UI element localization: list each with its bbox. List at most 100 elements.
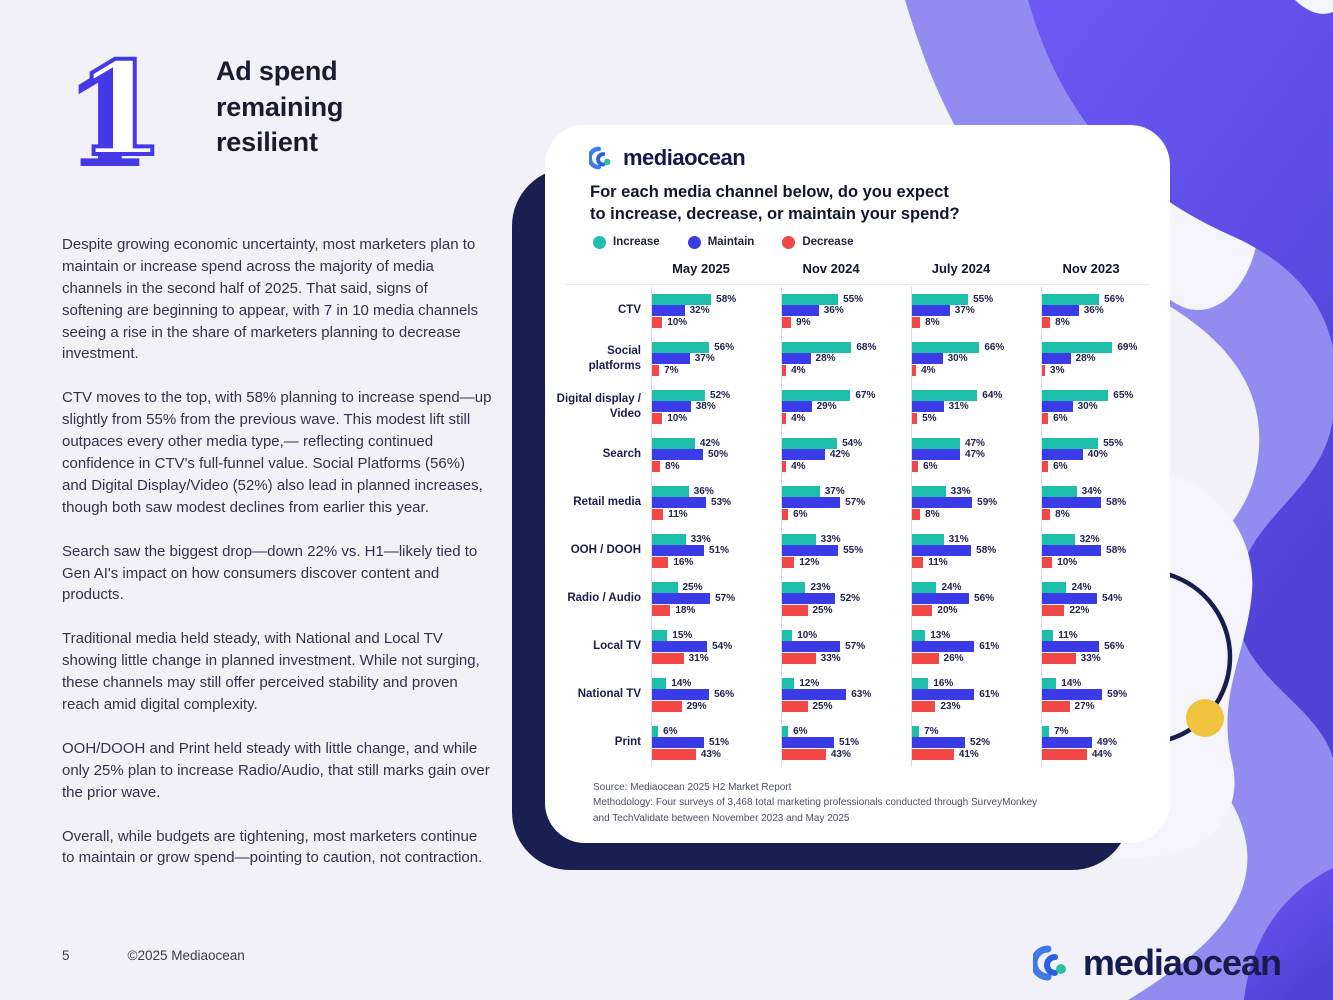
bar-value: 37% (694, 353, 715, 365)
bar-line: 58% (1042, 497, 1171, 509)
bar-value: 51% (709, 545, 730, 557)
bar-value: 25% (812, 604, 833, 616)
bar-maintain (912, 497, 973, 509)
wave-cell: 55% 40% 6% (1041, 430, 1171, 479)
bar-line: 26% (912, 652, 1041, 664)
copyright: ©2025 Mediaocean (127, 948, 245, 963)
bar-line: 31% (912, 401, 1041, 413)
bar-decrease (652, 460, 661, 472)
bar-value: 10% (1057, 556, 1078, 568)
bar-increase (652, 677, 667, 689)
bar-value: 54% (842, 437, 863, 449)
wave-cell: 56% 37% 7% (651, 334, 781, 383)
wave-cell: 25% 57% 18% (651, 574, 781, 623)
section-number-shadow: 1 (63, 47, 153, 197)
bar-line: 22% (1042, 604, 1171, 616)
bar-value: 68% (856, 341, 877, 353)
wave-cell: 24% 56% 20% (911, 574, 1041, 623)
bar-increase (1042, 533, 1075, 545)
bar-line: 20% (912, 604, 1041, 616)
source-line: Methodology: Four surveys of 3,468 total… (593, 797, 1038, 809)
legend-dot-icon (687, 235, 701, 249)
bar-value: 7% (1054, 725, 1069, 737)
bar-value: 58% (1106, 545, 1127, 557)
wave-cell: 10% 57% 33% (781, 622, 911, 671)
bar-decrease (912, 700, 936, 712)
bar-line: 6% (1042, 412, 1171, 424)
bar-line: 51% (652, 545, 781, 557)
bar-increase (782, 389, 851, 401)
bar-value: 36% (823, 305, 844, 317)
bar-increase (652, 581, 678, 593)
bar-line: 32% (652, 305, 781, 317)
bar-value: 61% (979, 689, 1000, 701)
bar-decrease (912, 316, 921, 328)
bar-line: 4% (782, 364, 911, 376)
bar-line: 8% (652, 460, 781, 472)
bar-value: 58% (1106, 497, 1127, 509)
bar-line: 12% (782, 677, 911, 689)
bar-increase (912, 725, 920, 737)
bar-decrease (1042, 508, 1051, 520)
wave-cell: 34% 58% 8% (1041, 478, 1171, 527)
bar-line: 51% (782, 737, 911, 749)
bar-value: 31% (688, 652, 709, 664)
bar-line: 33% (912, 485, 1041, 497)
bar-value: 55% (843, 293, 864, 305)
bar-value: 52% (970, 737, 991, 749)
wave-cell: 52% 38% 10% (651, 382, 781, 431)
bar-line: 34% (1042, 485, 1171, 497)
bar-value: 15% (672, 629, 693, 641)
bar-value: 18% (675, 604, 696, 616)
bar-decrease (652, 556, 669, 568)
bar-value: 9% (796, 316, 811, 328)
bar-maintain (782, 305, 819, 317)
wave-cell: 65% 30% 6% (1041, 382, 1171, 431)
bar-line: 6% (912, 460, 1041, 472)
bar-line: 33% (782, 533, 911, 545)
bar-line: 24% (1042, 581, 1171, 593)
bar-line: 13% (912, 629, 1041, 641)
bar-value: 28% (815, 353, 836, 365)
bar-value: 33% (820, 533, 841, 545)
bar-increase (782, 485, 820, 497)
chart-row: OOH / DOOH 33% 51% 16% 33% 55% 12% 31% 58% 11% 32%… (555, 526, 1171, 575)
wave-cell: 7% 49% 44% (1041, 718, 1171, 767)
bar-decrease (912, 460, 919, 472)
wave-cell: 42% 50% 8% (651, 430, 781, 479)
bar-line: 15% (652, 629, 781, 641)
bar-line: 37% (912, 305, 1041, 317)
bar-maintain (912, 353, 943, 365)
legend-item: Increase (593, 235, 660, 249)
channel-label: Retail media (573, 496, 641, 509)
bar-line: 55% (782, 545, 911, 557)
bar-line: 4% (912, 364, 1041, 376)
bar-line: 47% (912, 449, 1041, 461)
channel-label: Print (614, 736, 641, 749)
bar-value: 4% (791, 364, 806, 376)
bar-maintain (912, 401, 944, 413)
bar-value: 56% (1104, 641, 1125, 653)
bar-line: 56% (1042, 293, 1171, 305)
chart-question-line1: For each media channel below, do you exp… (590, 183, 949, 201)
channel-label: Digital display / Video (556, 393, 641, 420)
wave-cell: 32% 58% 10% (1041, 526, 1171, 575)
bar-decrease (782, 316, 792, 328)
bar-line: 12% (782, 556, 911, 568)
wave-cell: 47% 47% 6% (911, 430, 1041, 479)
bar-increase (782, 629, 793, 641)
bar-value: 54% (1102, 593, 1123, 605)
bar-line: 69% (1042, 341, 1171, 353)
bar-value: 24% (1071, 581, 1092, 593)
bar-decrease (912, 748, 954, 760)
bar-line: 65% (1042, 389, 1171, 401)
bar-value: 50% (708, 449, 729, 461)
bar-line: 59% (1042, 689, 1171, 701)
bar-line: 31% (912, 533, 1041, 545)
bar-value: 65% (1113, 389, 1134, 401)
wave-cell: 66% 30% 4% (911, 334, 1041, 383)
bar-value: 33% (820, 652, 841, 664)
bar-line: 56% (1042, 641, 1171, 653)
legend-item: Decrease (782, 235, 853, 249)
